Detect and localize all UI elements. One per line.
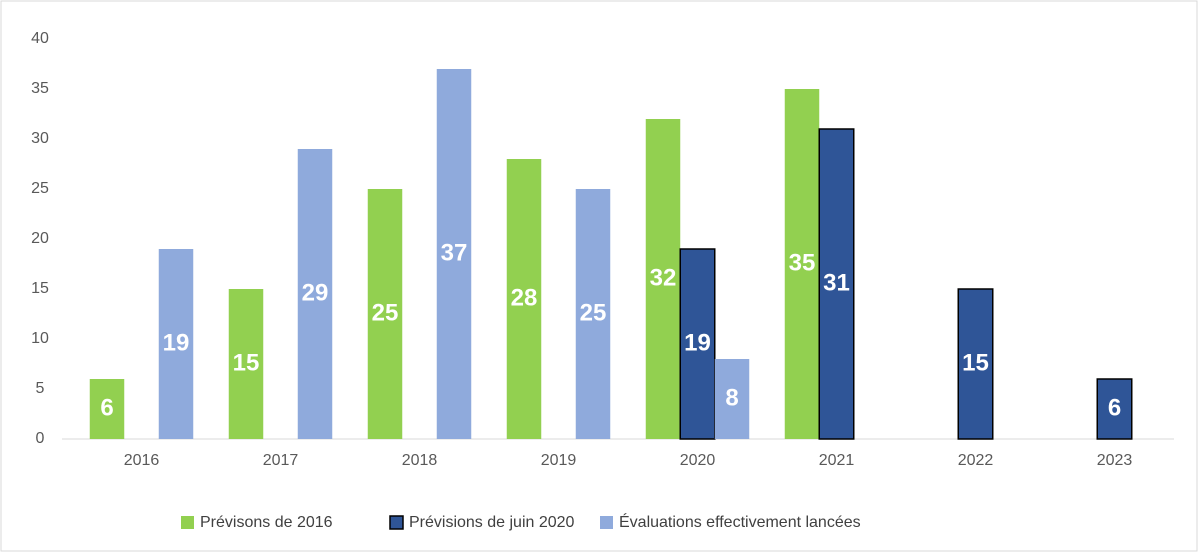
- data-label: 15: [962, 349, 989, 376]
- bar: [158, 249, 194, 439]
- data-label: 35: [789, 249, 816, 276]
- data-label: 25: [580, 299, 607, 326]
- data-label: 19: [163, 329, 190, 356]
- legend-swatch: [389, 515, 404, 530]
- x-tick-label: 2020: [680, 452, 716, 469]
- bar: [89, 379, 125, 439]
- bar: [297, 149, 333, 439]
- bar: [436, 69, 472, 439]
- y-tick-label: 0: [36, 430, 45, 447]
- bar: [367, 189, 403, 439]
- y-tick-label: 40: [31, 30, 49, 47]
- bar: [818, 128, 855, 440]
- legend-swatch: [600, 516, 613, 529]
- data-label: 37: [441, 239, 468, 266]
- bar: [784, 89, 820, 439]
- legend-label: Prévisions de juin 2020: [409, 514, 575, 531]
- x-tick-label: 2022: [958, 452, 994, 469]
- y-tick-label: 25: [31, 180, 49, 197]
- x-tick-label: 2023: [1097, 452, 1133, 469]
- x-tick-label: 2016: [124, 452, 160, 469]
- data-label: 31: [823, 269, 850, 296]
- legend-swatch: [181, 516, 194, 529]
- bar: [1096, 378, 1133, 440]
- bar: [679, 248, 716, 440]
- x-tick-label: 2017: [263, 452, 299, 469]
- y-tick-label: 20: [31, 230, 49, 247]
- data-label: 28: [511, 284, 538, 311]
- bar: [506, 159, 542, 439]
- data-label: 29: [302, 279, 329, 306]
- legend-label: Évaluations effectivement lancées: [619, 512, 861, 531]
- data-label: 25: [372, 299, 399, 326]
- y-tick-label: 30: [31, 130, 49, 147]
- data-label: 32: [650, 264, 677, 291]
- bar: [575, 189, 611, 439]
- bar: [645, 119, 681, 439]
- y-tick-label: 5: [36, 380, 45, 397]
- y-tick-label: 35: [31, 80, 49, 97]
- y-tick-label: 15: [31, 280, 49, 297]
- x-tick-label: 2019: [541, 452, 577, 469]
- data-label: 6: [1108, 394, 1121, 421]
- data-label: 19: [684, 329, 711, 356]
- bar: [228, 289, 264, 439]
- bar: [957, 288, 994, 440]
- data-label: 8: [725, 384, 738, 411]
- data-label: 15: [233, 349, 260, 376]
- x-tick-label: 2018: [402, 452, 438, 469]
- bar: [714, 359, 750, 439]
- legend-label: Prévisons de 2016: [200, 514, 333, 531]
- x-tick-label: 2021: [819, 452, 855, 469]
- y-tick-label: 10: [31, 330, 49, 347]
- data-label: 6: [100, 394, 113, 421]
